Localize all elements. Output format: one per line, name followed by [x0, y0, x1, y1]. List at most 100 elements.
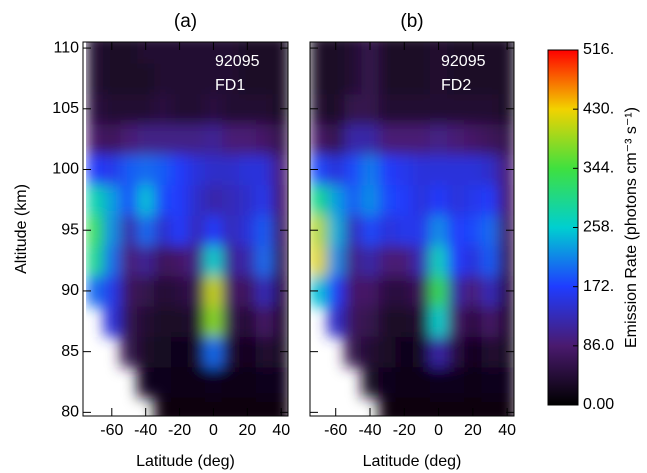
y-tick-label: 95 [61, 221, 79, 238]
heat-cell [378, 154, 397, 186]
y-tick-label: 90 [61, 282, 79, 299]
heat-cell [238, 63, 257, 95]
heat-cell [498, 397, 514, 416]
heat-cell [378, 336, 397, 368]
heat-cell [188, 63, 206, 95]
heat-cell [498, 63, 514, 95]
heat-cell [86, 63, 104, 95]
heat-cell [464, 42, 482, 64]
heat-cell [430, 63, 448, 95]
heat-cell [344, 42, 362, 64]
heat-cell [103, 154, 121, 186]
heat-cell [120, 154, 138, 186]
heat-cell [327, 306, 345, 337]
heat-cell [103, 306, 121, 337]
heat-cell [361, 366, 380, 398]
heat-cell [204, 184, 223, 216]
heat-cell [120, 42, 138, 64]
heat-cell [137, 245, 155, 277]
heat-cell [430, 336, 448, 368]
heat-cell [171, 336, 189, 368]
colorbar-tick-label: 86.0 [583, 337, 614, 354]
x-tick-label: -60 [324, 422, 347, 439]
heat-cell [481, 366, 500, 398]
heat-cell [171, 42, 189, 64]
heat-cell [327, 275, 345, 307]
heat-cell [447, 245, 465, 277]
colorbar-tick-label: 258. [583, 219, 614, 236]
heat-cell [120, 63, 138, 95]
heat-cell [272, 397, 288, 416]
annotation: FD2 [441, 77, 471, 94]
x-axis-label: Latitude (deg) [136, 453, 235, 470]
heat-cell [412, 397, 431, 416]
heat-cell [447, 336, 465, 368]
x-tick-label: -60 [100, 422, 123, 439]
colorbar-tick-label: 0.00 [583, 396, 614, 413]
heat-cell [188, 366, 206, 398]
heat-cell [238, 42, 257, 64]
heat-cell [188, 42, 206, 64]
y-tick-label: 80 [61, 404, 79, 421]
heat-cell [221, 275, 240, 307]
heat-cell [171, 306, 189, 337]
heat-cell [103, 245, 121, 277]
heat-cell [481, 215, 500, 246]
heat-cell [204, 63, 223, 95]
heat-cell [171, 245, 189, 277]
heat-cell [238, 397, 257, 416]
heat-cell [464, 397, 482, 416]
heat-cell [137, 336, 155, 368]
heat-cell [204, 366, 223, 398]
heat-cell [188, 306, 206, 337]
heat-cell [361, 306, 380, 337]
heat-cell [447, 306, 465, 337]
heat-cell [221, 366, 240, 398]
heat-cell [430, 306, 448, 337]
heat-cell [120, 245, 138, 277]
heat-cell [412, 215, 431, 246]
heat-cell [204, 245, 223, 277]
heat-cell [238, 123, 257, 155]
heat-cell [327, 154, 345, 186]
heat-cell [171, 215, 189, 246]
heat-cell [86, 215, 104, 246]
heat-cell [430, 42, 448, 64]
heat-cell [481, 275, 500, 307]
heat-cell [498, 123, 514, 155]
heat-cell [447, 366, 465, 398]
heat-cell [481, 245, 500, 277]
heat-cell [255, 42, 274, 64]
heat-cell [86, 123, 104, 155]
heat-cell [481, 42, 500, 64]
heat-cell [221, 63, 240, 95]
heat-cell [137, 63, 155, 95]
heat-cell [430, 184, 448, 216]
heat-cell [255, 336, 274, 368]
heat-cell [430, 154, 448, 186]
heat-cell [221, 397, 240, 416]
heat-cell [447, 275, 465, 307]
heat-cell [154, 366, 172, 398]
colorbar-label: Emission Rate (photons cm⁻³ s⁻¹) [623, 107, 640, 348]
heat-cell [188, 245, 206, 277]
heat-cell [221, 336, 240, 368]
heat-cell [188, 184, 206, 216]
heat-cell [221, 245, 240, 277]
y-tick-label: 100 [52, 161, 79, 178]
heat-cell [447, 184, 465, 216]
heat-cell [137, 275, 155, 307]
colorbar-tick-label: 172. [583, 278, 614, 295]
heat-cell [272, 123, 288, 155]
heat-cell [498, 245, 514, 277]
plot-frame [82, 41, 289, 417]
heat-cell [204, 215, 223, 246]
heat-cell [238, 336, 257, 368]
heat-cell [430, 397, 448, 416]
annotation: 92095 [215, 53, 260, 70]
x-tick-label: -20 [393, 422, 416, 439]
heat-cell [395, 366, 414, 398]
heat-cell [310, 184, 328, 216]
heat-cell [430, 245, 448, 277]
heat-cell [137, 184, 155, 216]
